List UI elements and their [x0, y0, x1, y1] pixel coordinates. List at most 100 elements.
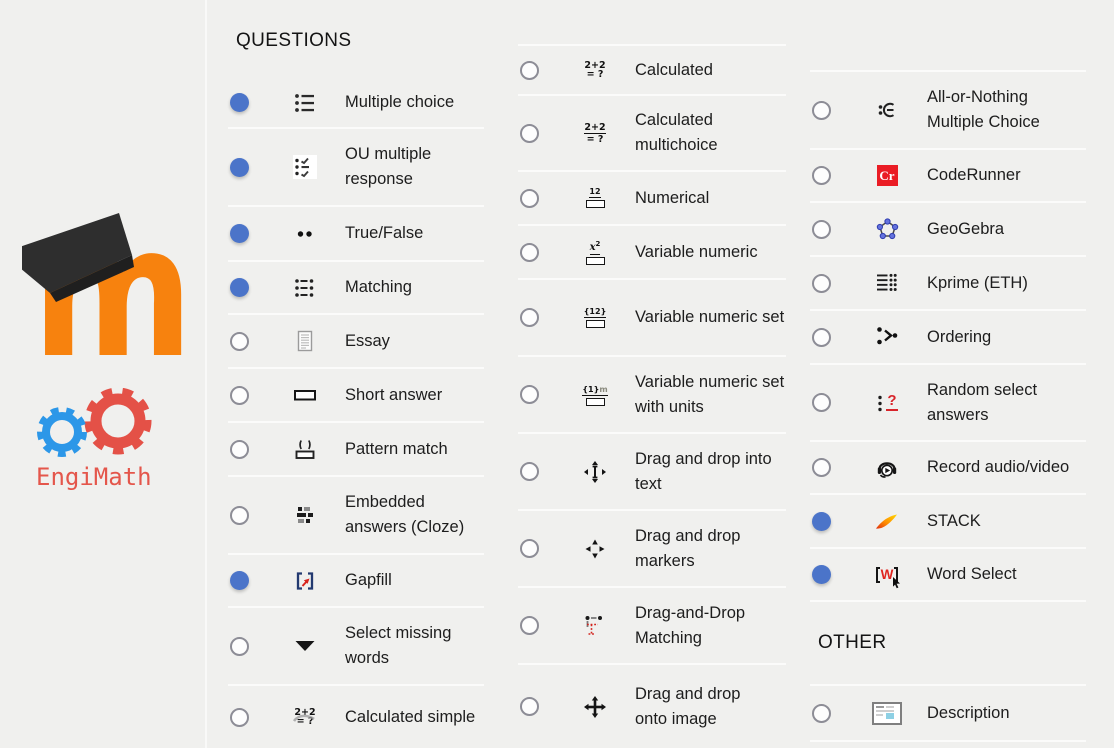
question-type-record-audio-video[interactable]: Record audio/video: [810, 442, 1086, 495]
all-or-nothing-icon: [869, 94, 905, 126]
question-type-description[interactable]: Description: [810, 684, 1086, 742]
radio-short-answer[interactable]: [230, 385, 249, 405]
question-type-label: Record audio/video: [927, 458, 1070, 476]
radio-essay[interactable]: [230, 331, 249, 351]
radio-calculated[interactable]: [520, 60, 539, 80]
question-type-label: Embedded answers (Cloze): [345, 493, 465, 536]
radio-description[interactable]: [812, 703, 831, 723]
radio-calculated-multichoice[interactable]: [520, 123, 539, 143]
radio-numerical[interactable]: [520, 188, 539, 208]
question-type-label: Variable numeric set: [635, 308, 785, 326]
question-type-variable-numeric-set[interactable]: {12} Variable numeric set: [518, 280, 786, 357]
question-type-all-or-nothing[interactable]: All-or-Nothing Multiple Choice: [810, 70, 1086, 150]
question-type-label: Matching: [345, 278, 412, 296]
true-false-icon: [287, 218, 323, 250]
question-type-multiple-choice[interactable]: Multiple choice: [228, 78, 484, 129]
radio-random-select[interactable]: [812, 393, 831, 412]
radio-variable-numeric-set[interactable]: [520, 308, 539, 327]
question-type-random-select[interactable]: ? Random select answers: [810, 365, 1086, 442]
radio-drag-drop-into-text[interactable]: [520, 462, 539, 481]
question-type-variable-numeric-set-units[interactable]: {1}m Variable numeric set with units: [518, 357, 786, 434]
question-type-drag-drop-onto-image[interactable]: Drag and drop onto image: [518, 665, 786, 748]
question-type-label: STACK: [927, 511, 981, 530]
radio-pattern-match[interactable]: [230, 439, 249, 459]
question-type-label: OU multiple response: [345, 145, 432, 188]
random-select-icon: ?: [869, 387, 905, 419]
questions-header: QUESTIONS: [236, 30, 352, 51]
question-type-drag-drop-markers[interactable]: Drag and drop markers: [518, 511, 786, 588]
question-type-label: GeoGebra: [927, 219, 1005, 238]
radio-true-false[interactable]: [230, 224, 249, 243]
question-type-matching[interactable]: Matching: [228, 262, 484, 315]
question-type-gapfill[interactable]: Gapfill: [228, 555, 484, 608]
radio-multiple-choice[interactable]: [230, 93, 249, 112]
radio-record-audio-video[interactable]: [812, 458, 831, 477]
question-type-label: Short answer: [345, 385, 443, 404]
radio-coderunner[interactable]: [812, 166, 831, 185]
radio-gapfill[interactable]: [230, 571, 249, 590]
engimath-gears-icon: [37, 387, 152, 457]
radio-calculated-simple[interactable]: [230, 707, 249, 727]
kprime-icon: [869, 267, 905, 299]
question-type-stack[interactable]: STACK: [810, 495, 1086, 549]
question-type-numerical[interactable]: 12 Numerical: [518, 172, 786, 226]
question-type-coderunner[interactable]: Cr CodeRunner: [810, 150, 1086, 203]
radio-variable-numeric-set-units[interactable]: [520, 385, 539, 404]
question-type-true-false[interactable]: True/False: [228, 207, 484, 262]
drag-drop-onto-image-icon: [577, 691, 613, 723]
question-type-label: Numerical: [635, 188, 710, 207]
question-type-drag-drop-matching[interactable]: Drag-and-Drop Matching: [518, 588, 786, 665]
radio-geogebra[interactable]: [812, 219, 831, 239]
radio-drag-drop-onto-image[interactable]: [520, 697, 539, 716]
short-answer-icon: [287, 379, 323, 411]
stack-icon: [869, 505, 905, 537]
panel-divider: [205, 0, 207, 748]
engimath-text: EngiMath: [36, 463, 152, 491]
radio-kprime[interactable]: [812, 273, 831, 293]
radio-select-missing-words[interactable]: [230, 636, 249, 656]
question-type-label: Calculated: [635, 60, 713, 79]
engimath-logo: EngiMath: [30, 387, 180, 491]
question-type-ordering[interactable]: Ordering: [810, 311, 1086, 365]
question-type-label: Multiple choice: [345, 93, 455, 111]
radio-matching[interactable]: [230, 278, 249, 297]
description-icon: [869, 697, 905, 729]
radio-all-or-nothing[interactable]: [812, 100, 831, 120]
question-type-drag-drop-into-text[interactable]: Drag and drop into text: [518, 434, 786, 511]
geogebra-icon: [869, 213, 905, 245]
question-type-label: Drag and drop markers: [635, 526, 741, 570]
radio-ordering[interactable]: [812, 327, 831, 347]
question-type-word-select[interactable]: W Word Select: [810, 549, 1086, 602]
question-type-ou-multiple-response[interactable]: OU multiple response: [228, 129, 484, 207]
question-type-calculated-simple[interactable]: 2+2 = ? Calculated simple: [228, 686, 484, 748]
question-type-geogebra[interactable]: GeoGebra: [810, 203, 1086, 257]
question-type-short-answer[interactable]: Short answer: [228, 369, 484, 423]
question-type-label: True/False: [345, 224, 424, 242]
question-type-embedded-answers[interactable]: Embedded answers (Cloze): [228, 477, 484, 555]
variable-numeric-set-icon: {12}: [577, 302, 613, 334]
question-type-label: Essay: [345, 331, 390, 350]
question-type-label: Ordering: [927, 327, 992, 346]
question-type-variable-numeric[interactable]: x2 Variable numeric: [518, 226, 786, 280]
question-type-pattern-match[interactable]: Pattern match: [228, 423, 484, 477]
question-type-select-missing-words[interactable]: Select missing words: [228, 608, 484, 686]
variable-numeric-icon: x2: [577, 236, 613, 268]
question-type-calculated-multichoice[interactable]: 2+2 = ? Calculated multichoice: [518, 96, 786, 172]
radio-stack[interactable]: [812, 511, 831, 531]
coderunner-icon: Cr: [869, 160, 905, 192]
drag-drop-markers-icon: [577, 533, 613, 565]
radio-drag-drop-markers[interactable]: [520, 539, 539, 558]
question-type-essay[interactable]: Essay: [228, 315, 484, 369]
radio-variable-numeric[interactable]: [520, 242, 539, 262]
question-type-label: Drag and drop onto image: [635, 684, 741, 728]
question-type-calculated[interactable]: 2+2 = ? Calculated: [518, 44, 786, 96]
other-header: OTHER: [818, 632, 887, 653]
radio-embedded-answers[interactable]: [230, 505, 249, 525]
question-type-kprime[interactable]: Kprime (ETH): [810, 257, 1086, 311]
radio-drag-drop-matching[interactable]: [520, 616, 539, 635]
select-missing-words-icon: [287, 630, 323, 662]
question-type-label: Variable numeric set with units: [635, 372, 785, 416]
radio-ou-multiple-response[interactable]: [230, 157, 249, 177]
radio-word-select[interactable]: [812, 565, 831, 584]
